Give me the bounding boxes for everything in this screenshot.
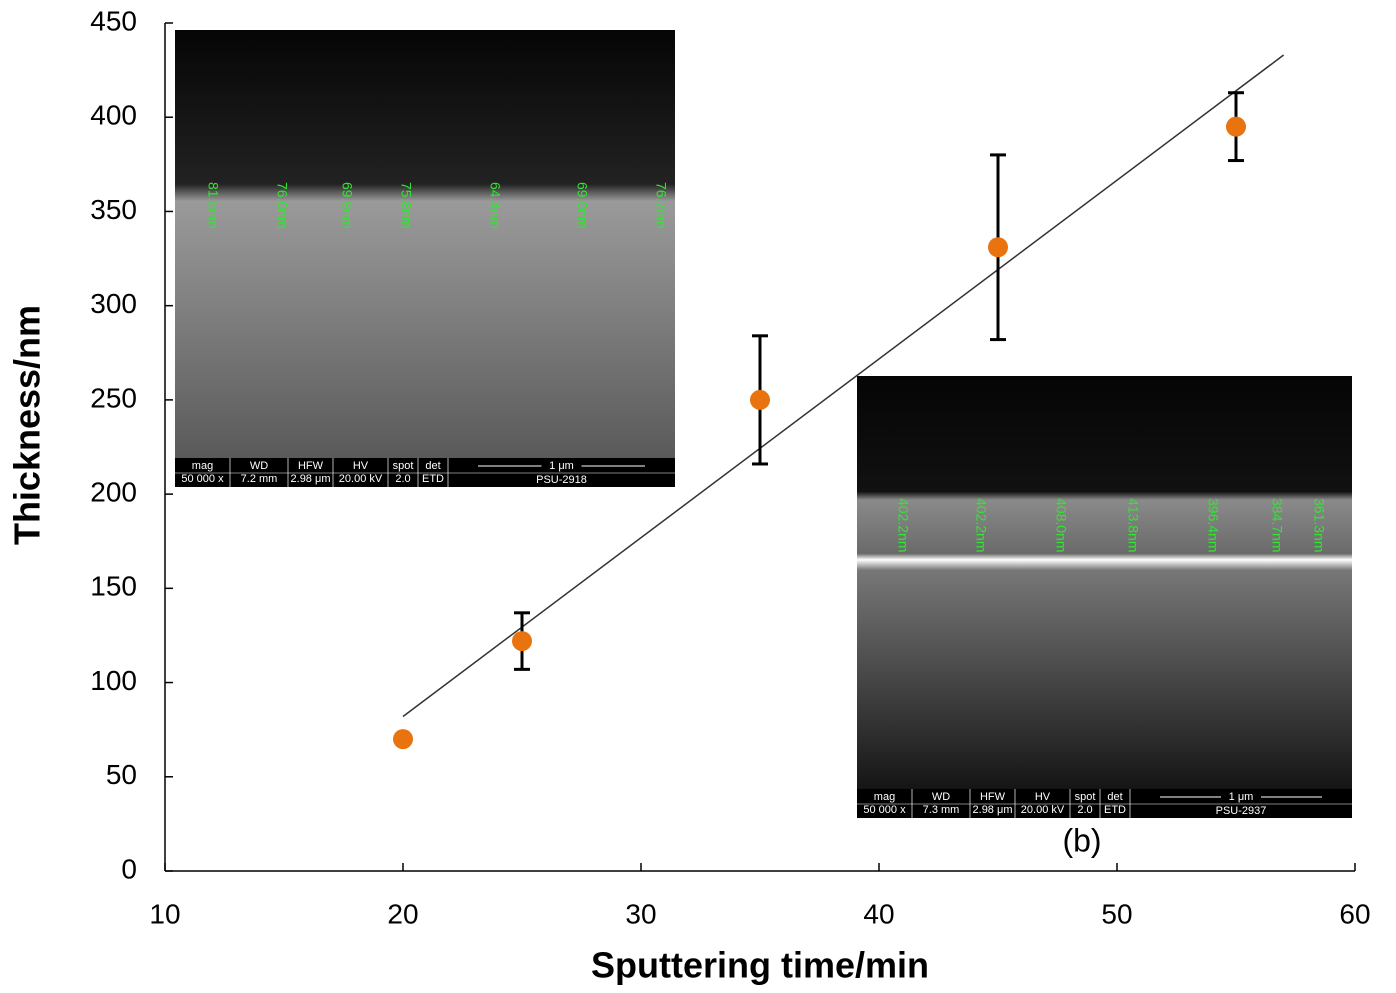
scale-label: 1 μm: [1229, 791, 1254, 803]
measurement-label: 64.4nm: [487, 182, 503, 229]
sem-image: [857, 376, 1352, 789]
measurement-label: 69.9nm: [574, 182, 590, 229]
scale-bg: [541, 459, 582, 472]
measurement-label: 402.2nm: [973, 498, 989, 552]
y-tick-label: 150: [90, 571, 137, 602]
measurement-label: 81.8nm: [205, 182, 221, 229]
info-value: ETD: [1104, 804, 1126, 816]
info-header: HV: [1035, 791, 1051, 803]
y-axis-title: Thickness/nm: [7, 305, 48, 545]
measurement-label: 69.9nm: [339, 182, 355, 229]
measurement-label: 384.7nm: [1269, 498, 1285, 552]
y-tick-label: 350: [90, 194, 137, 225]
info-header: mag: [192, 460, 213, 472]
measurement-label: 361.3nm: [1311, 498, 1327, 552]
info-header: WD: [250, 460, 268, 472]
data-point: [988, 237, 1008, 258]
info-value: 50 000 x: [863, 804, 906, 816]
measurement-label: 408.0nm: [1053, 498, 1069, 552]
y-tick-label: 100: [90, 665, 137, 696]
info-header: spot: [1075, 791, 1096, 803]
image-id: PSU-2918: [536, 474, 587, 486]
measurement-label: 413.8nm: [1125, 498, 1141, 552]
info-header: HV: [353, 460, 369, 472]
y-tick-label: 0: [121, 853, 137, 884]
x-axis-title: Sputtering time/min: [591, 945, 929, 986]
data-point: [1226, 116, 1246, 137]
x-tick-label: 10: [149, 898, 180, 929]
info-value: 20.00 kV: [339, 473, 383, 485]
info-value: 7.2 mm: [241, 473, 278, 485]
info-value: 7.3 mm: [923, 804, 960, 816]
scale-label: 1 μm: [549, 460, 574, 472]
data-point: [750, 389, 770, 410]
info-header: mag: [874, 791, 895, 803]
x-tick-label: 50: [1101, 898, 1132, 929]
x-tick-label: 20: [387, 898, 418, 929]
x-tick-label: 30: [625, 898, 656, 929]
y-tick-label: 450: [90, 5, 137, 36]
info-value: 2.0: [395, 473, 410, 485]
sem-image: [175, 30, 675, 458]
info-header: spot: [393, 460, 414, 472]
y-tick-label: 200: [90, 477, 137, 508]
info-value: 20.00 kV: [1021, 804, 1065, 816]
y-tick-label: 50: [106, 759, 137, 790]
info-header: det: [1107, 791, 1122, 803]
fit-line: [402, 54, 1285, 718]
data-point: [393, 729, 413, 750]
info-header: det: [425, 460, 440, 472]
info-value: 2.98 μm: [291, 473, 331, 485]
annotation: (b): [1062, 822, 1101, 858]
measurement-label: 396.4nm: [1205, 498, 1221, 552]
measurement-label: 76.0nm: [274, 182, 290, 229]
data-point: [512, 631, 532, 652]
measurement-label: 76.7nm: [653, 182, 669, 229]
y-tick-label: 400: [90, 100, 137, 131]
y-tick-label: 300: [90, 288, 137, 319]
info-value: 50 000 x: [181, 473, 224, 485]
info-bar: [857, 789, 1352, 818]
info-bar: [175, 458, 675, 487]
info-value: 2.98 μm: [973, 804, 1013, 816]
measurement-label: 75.8nm: [398, 182, 414, 229]
y-tick-label: 250: [90, 382, 137, 413]
info-header: HFW: [298, 460, 324, 472]
info-header: HFW: [980, 791, 1006, 803]
scale-bg: [1221, 790, 1261, 803]
measurement-label: 402.2nm: [895, 498, 911, 552]
image-id: PSU-2937: [1216, 805, 1267, 817]
x-tick-label: 60: [1339, 898, 1370, 929]
info-value: 2.0: [1077, 804, 1092, 816]
info-value: ETD: [422, 473, 444, 485]
x-tick-label: 40: [863, 898, 894, 929]
info-header: WD: [932, 791, 950, 803]
